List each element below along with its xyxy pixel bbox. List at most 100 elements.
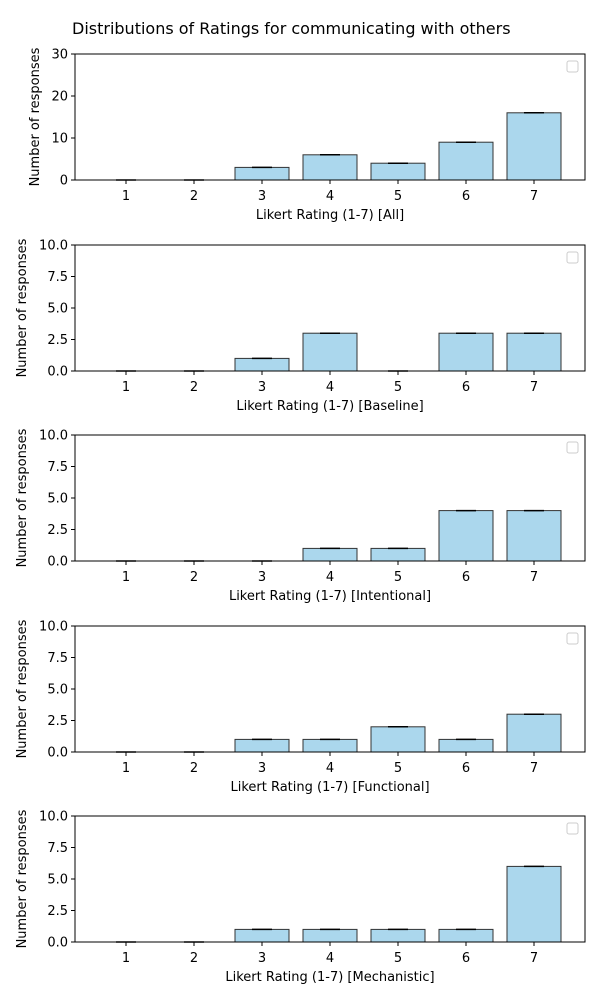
subplot-5: 1 2 3 4 5 6 7 0.0 2.5 5.0 7.5 10.0 Likert Rating (1-… <box>15 809 586 985</box>
subplot-panels: 1 2 3 4 5 6 7 0 10 20 30 Likert Rating (1-7) [All] N… <box>15 47 586 985</box>
x-axis-label: Likert Rating (1-7) [Baseline] <box>236 399 423 414</box>
y-tick-label: 10.0 <box>39 810 68 825</box>
x-tick-label: 6 <box>462 761 470 776</box>
x-axis-label: Likert Rating (1-7) [Mechanistic] <box>225 970 434 985</box>
x-tick-label: 6 <box>462 951 470 966</box>
y-axis-label: Number of responses <box>15 238 30 377</box>
legend-box <box>566 60 579 73</box>
x-tick-label: 5 <box>394 189 402 204</box>
y-tick-label: 7.5 <box>47 270 68 285</box>
y-tick-label: 0.0 <box>47 746 68 761</box>
y-tick-label: 10.0 <box>39 429 68 444</box>
y-tick-label: 7.5 <box>47 460 68 475</box>
subplot-1: 1 2 3 4 5 6 7 0 10 20 30 Likert Rating (1-7) [All] N… <box>28 47 586 223</box>
x-tick-label: 5 <box>394 380 402 395</box>
x-tick-label: 5 <box>394 570 402 585</box>
bar-7 <box>506 332 562 372</box>
bar-6 <box>438 510 494 562</box>
x-tick-label: 4 <box>326 951 334 966</box>
bar-5 <box>370 726 426 753</box>
x-tick-label: 3 <box>258 189 266 204</box>
y-tick-label: 2.5 <box>47 714 68 729</box>
bar-6 <box>438 738 494 753</box>
x-tick-label: 3 <box>258 761 266 776</box>
legend-box <box>566 441 579 454</box>
x-axis-label: Likert Rating (1-7) [All] <box>256 208 404 223</box>
y-tick-label: 2.5 <box>47 904 68 919</box>
bar-6 <box>438 332 494 372</box>
subplot-3: 1 2 3 4 5 6 7 0.0 2.5 5.0 7.5 10.0 Likert Rating (1-… <box>15 428 586 604</box>
bar-4 <box>302 332 358 372</box>
y-tick-label: 2.5 <box>47 523 68 538</box>
x-tick-label: 3 <box>258 951 266 966</box>
bar-3 <box>234 738 290 753</box>
x-tick-label: 7 <box>530 761 538 776</box>
x-tick-label: 3 <box>258 570 266 585</box>
y-axis-label: Number of responses <box>15 619 30 758</box>
bar-4 <box>302 738 358 753</box>
x-tick-label: 4 <box>326 189 334 204</box>
x-tick-label: 2 <box>190 951 198 966</box>
y-tick-label: 10.0 <box>39 239 68 254</box>
bar-3 <box>234 928 290 943</box>
bar-5 <box>370 162 426 181</box>
x-tick-label: 6 <box>462 570 470 585</box>
y-tick-label: 0 <box>60 174 68 189</box>
subplot-2: 1 2 3 4 5 6 7 0.0 2.5 5.0 7.5 10.0 Likert Rating (1-… <box>15 238 586 414</box>
x-tick-label: 2 <box>190 380 198 395</box>
x-tick-label: 6 <box>462 380 470 395</box>
y-tick-label: 10 <box>51 132 68 147</box>
y-tick-label: 5.0 <box>47 492 68 507</box>
legend-box <box>566 251 579 264</box>
legend-box <box>566 822 579 835</box>
figure-title: Distributions of Ratings for communicati… <box>72 19 511 38</box>
bar-6 <box>438 928 494 943</box>
y-axis-label: Number of responses <box>15 428 30 567</box>
x-tick-label: 7 <box>530 951 538 966</box>
x-tick-label: 1 <box>122 951 130 966</box>
bar-6 <box>438 141 494 181</box>
bar-7 <box>506 865 562 943</box>
y-tick-label: 0.0 <box>47 365 68 380</box>
x-tick-label: 7 <box>530 380 538 395</box>
bar-5 <box>370 928 426 943</box>
x-tick-label: 5 <box>394 761 402 776</box>
x-tick-label: 1 <box>122 570 130 585</box>
bar-4 <box>302 547 358 562</box>
x-tick-label: 7 <box>530 570 538 585</box>
y-tick-label: 0.0 <box>47 936 68 951</box>
x-axis-label: Likert Rating (1-7) [Functional] <box>230 780 429 795</box>
x-tick-label: 1 <box>122 380 130 395</box>
bar-4 <box>302 928 358 943</box>
x-tick-label: 4 <box>326 380 334 395</box>
x-tick-label: 6 <box>462 189 470 204</box>
bar-7 <box>506 510 562 562</box>
y-axis-label: Number of responses <box>15 809 30 948</box>
y-tick-label: 7.5 <box>47 651 68 666</box>
x-tick-label: 2 <box>190 570 198 585</box>
x-tick-label: 7 <box>530 189 538 204</box>
legend-box <box>566 632 579 645</box>
x-tick-label: 3 <box>258 380 266 395</box>
y-tick-label: 20 <box>51 90 68 105</box>
bar-5 <box>370 547 426 562</box>
x-tick-label: 4 <box>326 761 334 776</box>
y-tick-label: 0.0 <box>47 555 68 570</box>
y-tick-label: 5.0 <box>47 873 68 888</box>
bar-3 <box>234 166 290 181</box>
x-tick-label: 2 <box>190 761 198 776</box>
bar-4 <box>302 154 358 181</box>
x-tick-label: 2 <box>190 189 198 204</box>
x-tick-label: 4 <box>326 570 334 585</box>
y-tick-label: 5.0 <box>47 683 68 698</box>
y-tick-label: 5.0 <box>47 302 68 317</box>
bar-7 <box>506 112 562 181</box>
x-tick-label: 5 <box>394 951 402 966</box>
y-tick-label: 7.5 <box>47 841 68 856</box>
bar-7 <box>506 713 562 753</box>
subplot-4: 1 2 3 4 5 6 7 0.0 2.5 5.0 7.5 10.0 Likert Rating (1-… <box>15 619 586 795</box>
x-tick-label: 1 <box>122 189 130 204</box>
bar-3 <box>234 357 290 372</box>
y-tick-label: 2.5 <box>47 333 68 348</box>
